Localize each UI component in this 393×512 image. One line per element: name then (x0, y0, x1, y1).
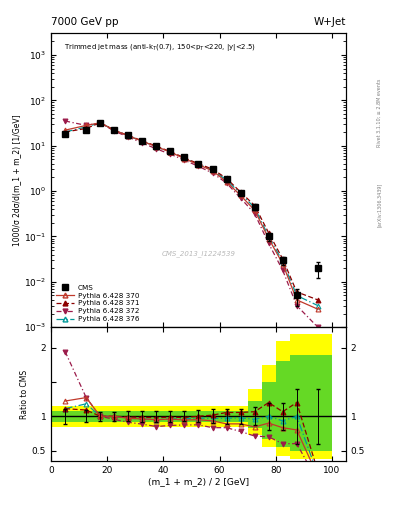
Legend: CMS, Pythia 6.428 370, Pythia 6.428 371, Pythia 6.428 372, Pythia 6.428 376: CMS, Pythia 6.428 370, Pythia 6.428 371,… (55, 283, 141, 324)
Text: 7000 GeV pp: 7000 GeV pp (51, 16, 119, 27)
Y-axis label: Ratio to CMS: Ratio to CMS (20, 370, 29, 419)
Text: [arXiv:1306.3439]: [arXiv:1306.3439] (377, 183, 382, 227)
Text: CMS_2013_I1224539: CMS_2013_I1224539 (162, 250, 235, 257)
X-axis label: (m_1 + m_2) / 2 [GeV]: (m_1 + m_2) / 2 [GeV] (148, 477, 249, 486)
Text: Trimmed jet mass (anti-k$_T$(0.7), 150<p$_T$<220, |y|<2.5): Trimmed jet mass (anti-k$_T$(0.7), 150<p… (64, 42, 256, 53)
Y-axis label: 1000/σ 2dσ/d(m_1 + m_2) [1/GeV]: 1000/σ 2dσ/d(m_1 + m_2) [1/GeV] (12, 114, 21, 246)
Text: W+Jet: W+Jet (314, 16, 346, 27)
Text: Rivet 3.1.10; ≥ 2.8M events: Rivet 3.1.10; ≥ 2.8M events (377, 78, 382, 147)
